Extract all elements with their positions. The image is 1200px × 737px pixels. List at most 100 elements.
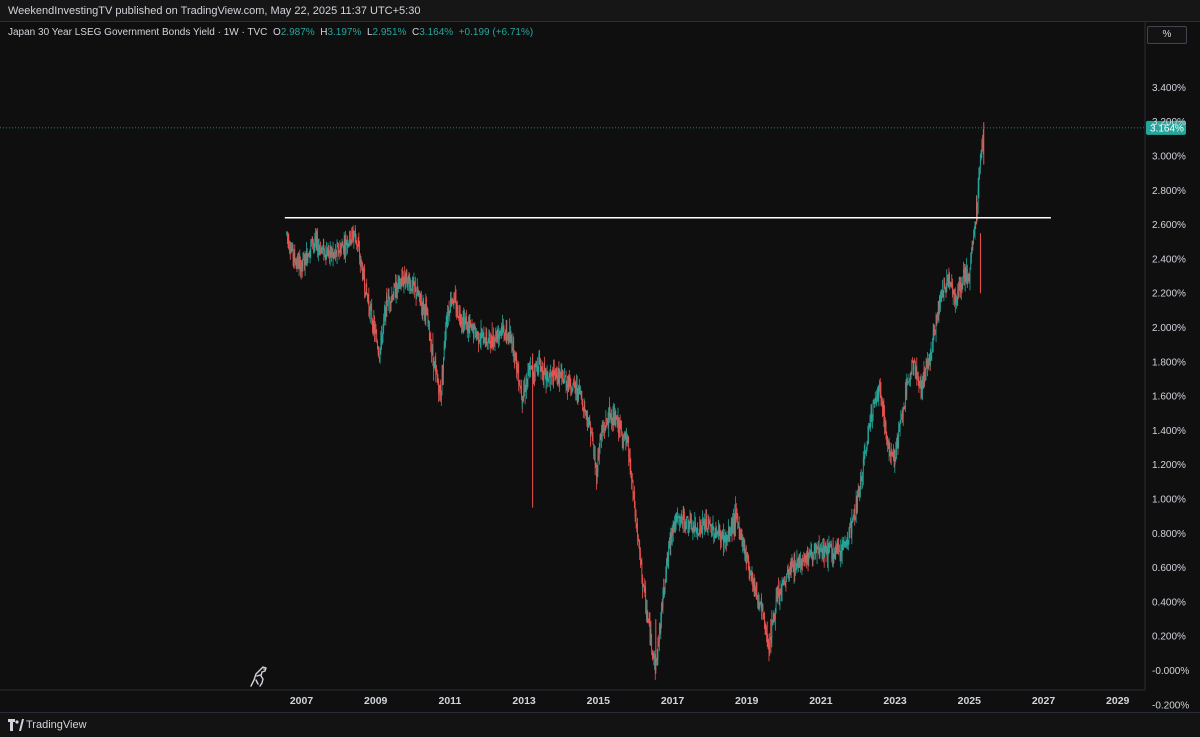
candle-body [789,568,791,575]
candle-body [902,411,903,417]
candle-body [613,412,615,425]
candle-body [569,375,571,387]
candle-body [812,556,814,562]
candle-body [468,325,470,327]
candle-body [517,366,519,374]
candle-body [585,411,587,414]
candle-body [760,602,761,605]
candle-body [635,512,636,516]
candle-body [901,417,902,420]
candle-body [566,383,568,387]
candle-body [539,357,541,364]
candle-body [364,292,366,296]
candle-body [943,284,945,292]
candle-body [816,547,818,554]
candle-body [308,255,310,257]
candle-body [381,336,382,344]
candle-body [952,283,953,295]
candle-body [599,434,601,445]
candle-body [794,564,796,571]
candle-body [631,475,632,480]
candle-body [559,373,561,375]
candle-body [415,287,416,289]
y-tick-label: 0.400% [1152,597,1186,608]
candle-body [661,603,662,619]
candle-body [860,479,861,491]
candle-body [721,533,723,537]
candle-body [929,354,930,358]
candle-body [529,367,531,376]
candle-body [687,517,689,530]
candle-body [464,320,466,322]
candle-body [365,283,367,296]
candle-body [452,301,454,305]
candle-body [329,246,331,254]
candle-body [341,244,343,248]
candle-body [835,546,837,551]
candle-body [369,307,371,316]
candle-body [949,280,950,283]
candle-body [291,248,293,250]
candle-body [460,319,462,324]
candle-body [782,580,784,586]
candle-body [299,259,301,261]
candle-body [333,252,335,254]
candle-body [848,532,850,545]
candle-body [420,298,422,305]
candle-body [598,455,599,459]
candle-body [932,330,934,348]
candle-body [966,269,968,282]
candle-body [944,288,946,290]
candle-body [925,366,927,371]
candle-body [404,277,406,279]
candle-body [802,561,803,565]
candle-body [778,593,780,602]
candle-body [328,248,330,257]
percent-scale-button[interactable]: % [1147,26,1187,44]
candle-body [590,432,592,437]
candle-body [440,391,441,401]
candle-body [965,268,967,282]
candle-body [521,396,523,403]
y-tick-label: 1.200% [1152,460,1186,471]
candle-body [455,300,457,312]
candle-body [808,553,810,561]
candle-body [957,289,959,301]
candle-body [497,333,499,339]
candle-body [465,318,467,321]
candle-body [439,385,441,392]
candle-body [397,284,398,291]
candle-body [672,521,674,532]
candle-body [652,650,653,655]
candle-body [815,549,816,551]
y-tick-label: -0.000% [1152,666,1189,677]
candle-body [743,542,745,548]
candle-body [384,314,385,318]
candle-body [787,570,788,574]
candle-body [443,342,445,358]
candle-body [899,430,900,432]
candle-body [312,236,313,245]
candle-body [401,277,403,286]
candle-body [691,529,693,533]
candle-body [936,314,938,317]
candle-body [315,236,316,244]
chart-area[interactable]: 3.164% -0.200% -0.000% 0.200% 0.400% 0.600% 0… [0,22,1200,712]
candle-body [872,403,874,416]
candle-body [595,465,597,466]
candle-body [793,563,794,571]
candle-body [394,285,396,287]
candle-body [611,423,613,425]
candle-body [742,537,744,547]
candle-body [418,294,420,296]
candle-body [596,472,598,481]
price-chart[interactable]: 3.164% -0.200% -0.000% 0.200% 0.400% 0.600% 0… [0,22,1200,712]
candle-body [733,525,735,527]
candle-body [488,337,490,342]
candle-body [338,246,339,254]
candle-body [788,570,790,578]
candle-body [967,276,969,282]
candle-body [451,299,453,304]
candle-body [678,516,680,518]
candle-body [649,629,651,642]
